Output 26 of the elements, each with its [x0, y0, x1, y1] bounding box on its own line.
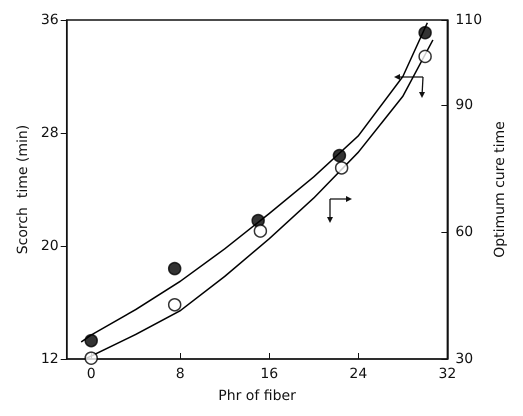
- point: [168, 262, 182, 276]
- y2-tick-label: 60: [455, 224, 474, 240]
- point: [84, 351, 98, 365]
- x-axis-title: Phr of fiber: [218, 388, 296, 404]
- point: [334, 161, 348, 175]
- y2-tick-label: 90: [455, 96, 474, 113]
- y-tick-label: 28: [40, 125, 59, 141]
- x-tick-label: 8: [176, 366, 185, 382]
- x-tick-label: 16: [260, 366, 278, 382]
- y2-tick-label: 110: [455, 12, 482, 28]
- point: [254, 224, 268, 238]
- y-tick-label: 12: [40, 351, 59, 367]
- point: [251, 214, 265, 228]
- x-tick-label: 0: [86, 366, 96, 382]
- x-tick-label: 24: [349, 366, 368, 382]
- point: [418, 26, 432, 40]
- y2-tick-label: 30: [455, 351, 474, 367]
- y2-axis-title: Optimum cure time: [492, 121, 508, 258]
- y-axis-title: Scorch time (min): [15, 124, 31, 254]
- y-tick-label: 36: [40, 12, 59, 28]
- point: [84, 334, 98, 348]
- point: [332, 148, 346, 162]
- point: [418, 50, 432, 64]
- point: [168, 298, 182, 312]
- x-tick-label: 32: [438, 366, 456, 382]
- y-tick-label: 20: [40, 238, 59, 254]
